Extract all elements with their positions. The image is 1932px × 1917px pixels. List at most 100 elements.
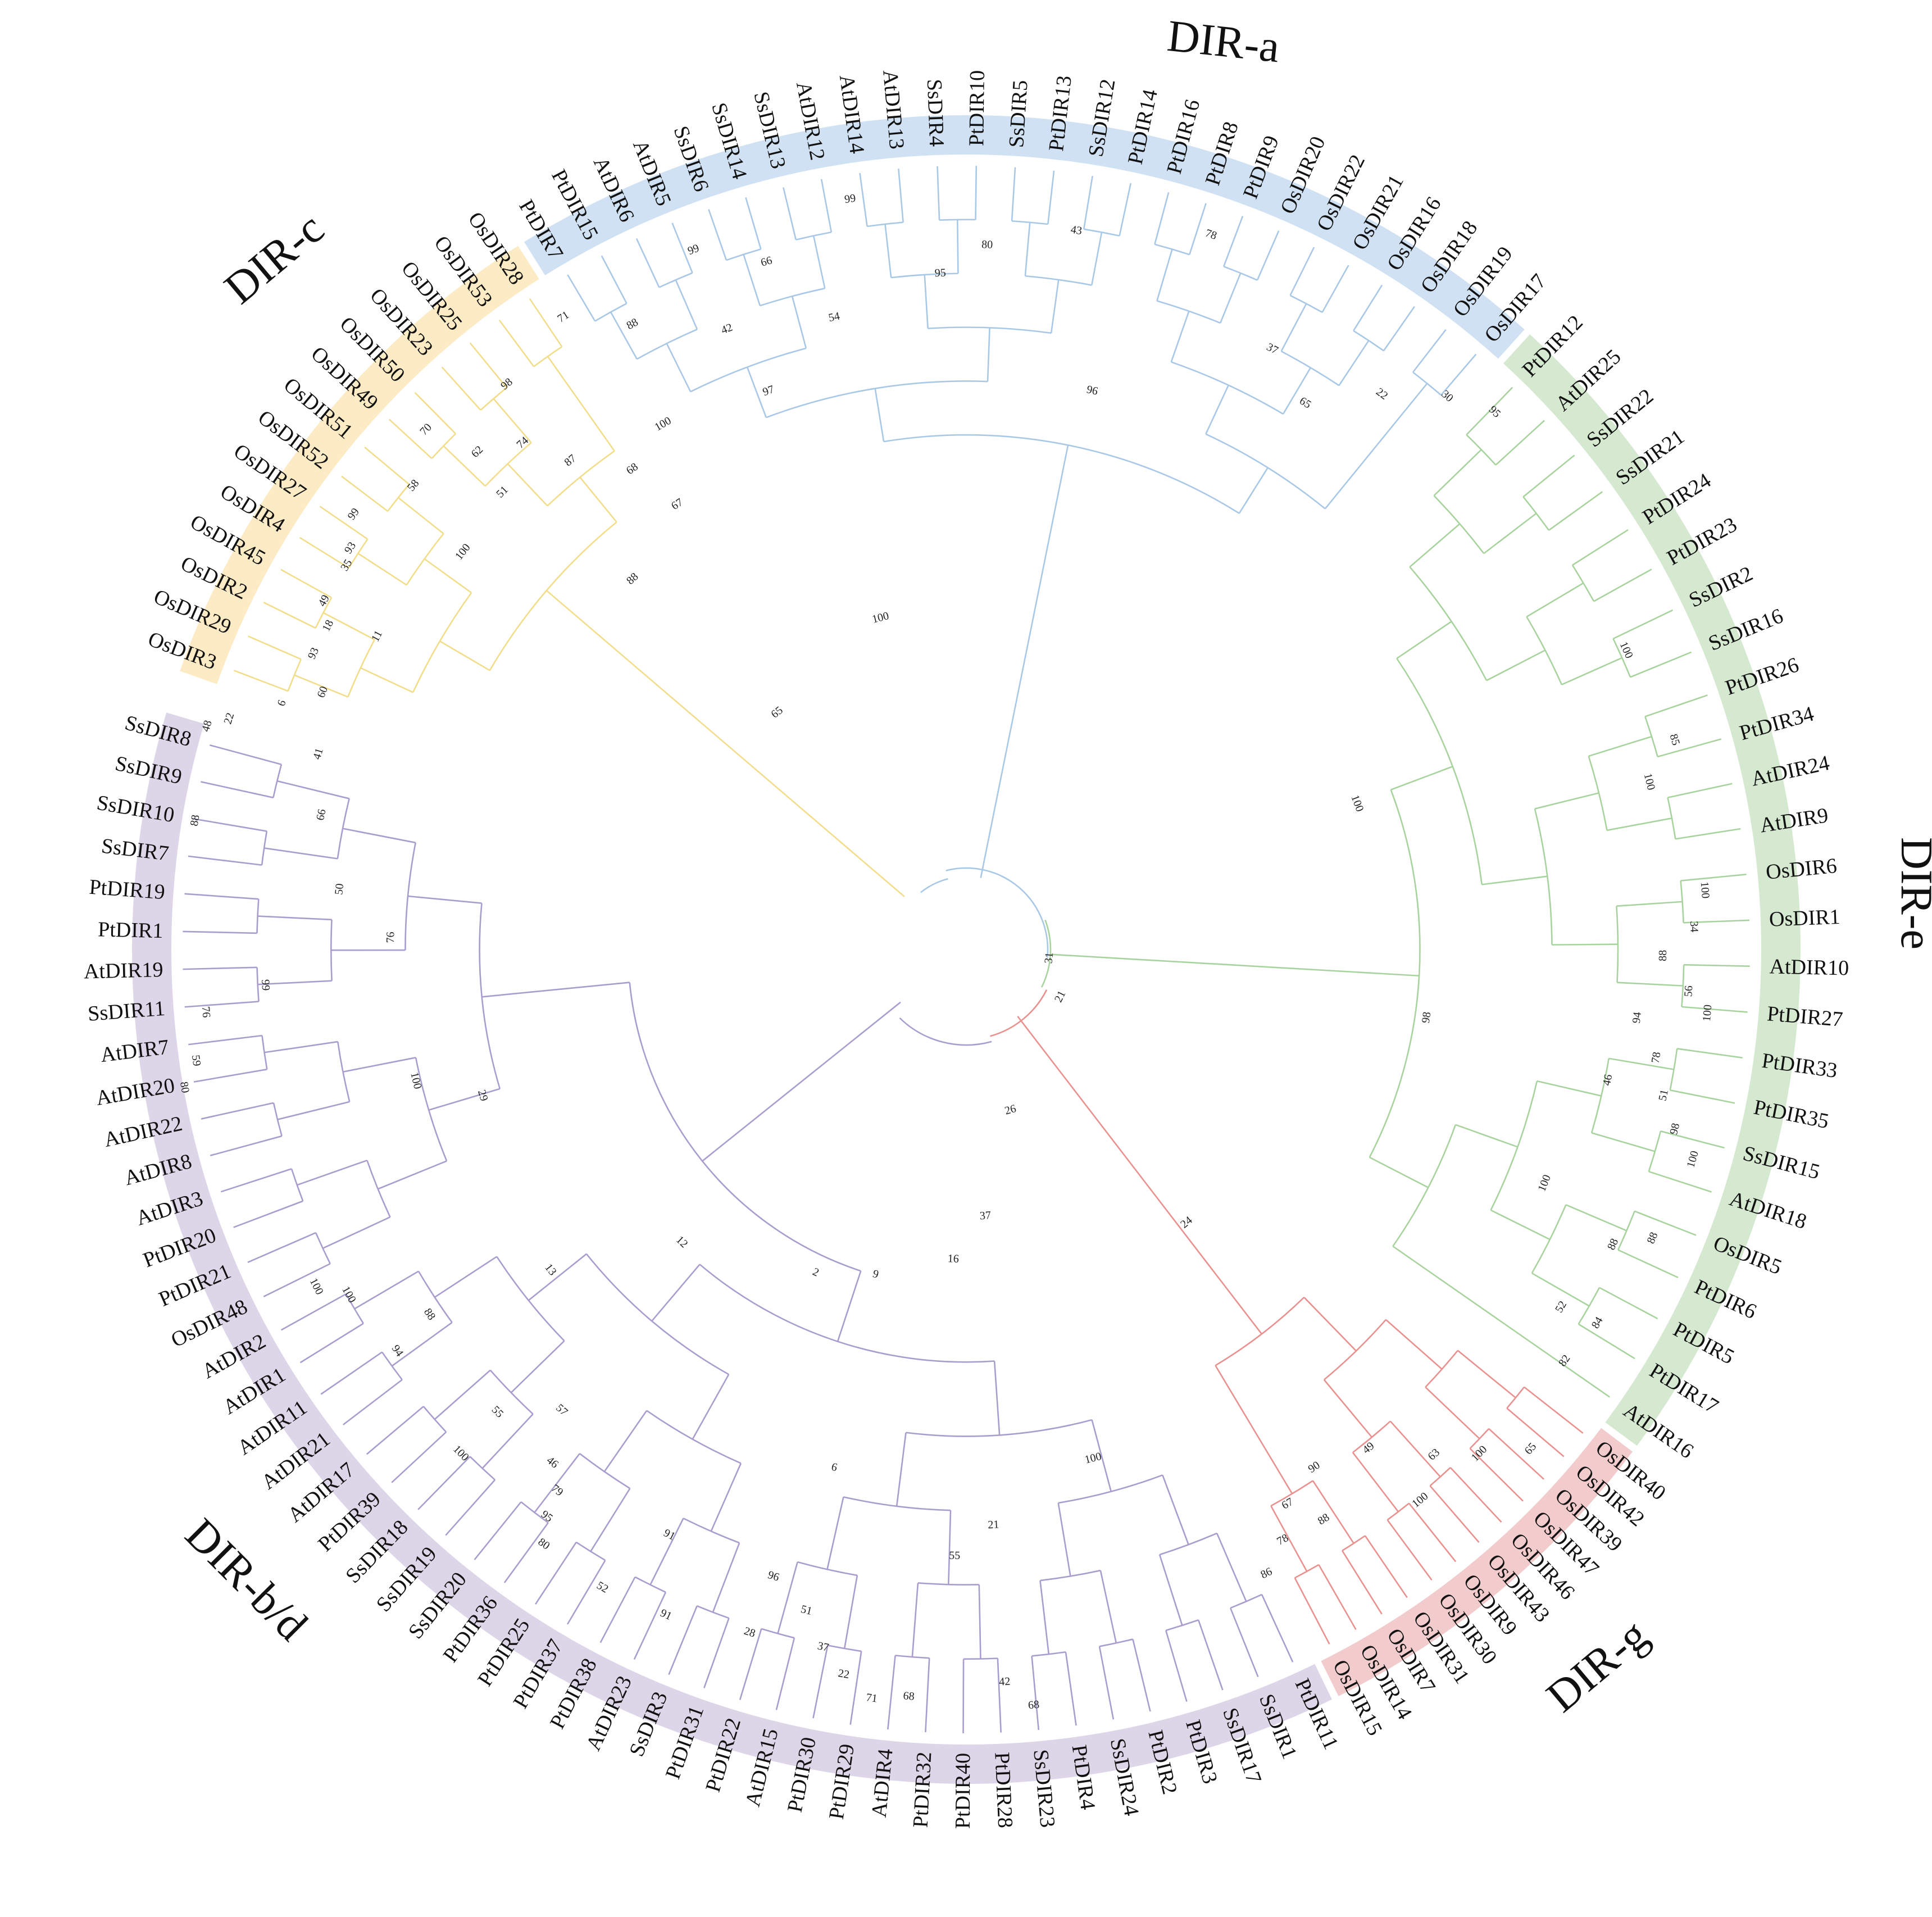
bootstrap-value: 21 [988, 1518, 999, 1531]
branch [746, 366, 767, 418]
bootstrap-value: 57 [553, 1402, 570, 1419]
branch-arc [406, 533, 444, 585]
leaf-label: OsDIR1 [1769, 905, 1840, 932]
branch [342, 1379, 403, 1425]
branch-arc [697, 1605, 729, 1619]
branch-arc [381, 1351, 403, 1380]
branch-arc [1429, 1467, 1451, 1487]
bootstrap-value: 100 [339, 1284, 358, 1305]
branch [745, 197, 762, 249]
branch [1684, 964, 1750, 967]
branch [777, 1561, 798, 1634]
bootstrap-value: 100 [1698, 881, 1712, 899]
branch-arc [484, 442, 532, 487]
branch [366, 1406, 424, 1455]
branch [668, 1605, 698, 1675]
branch [1215, 1365, 1293, 1494]
bootstrap-value: 6 [275, 698, 289, 708]
branch [529, 298, 563, 347]
branch [1031, 1656, 1040, 1730]
leaf-label: PtDIR1 [98, 917, 163, 943]
branch [1522, 455, 1575, 498]
bootstrap-value: 34 [1688, 921, 1701, 933]
branch [1648, 1170, 1712, 1193]
branch [1294, 1577, 1330, 1645]
leaf-label: PtDIR19 [88, 875, 166, 905]
branch-arc [415, 1057, 448, 1161]
leaf-label: PtDIR40 [951, 1753, 975, 1829]
branch [481, 1413, 534, 1469]
branch [859, 172, 868, 227]
branch [1599, 1287, 1658, 1320]
branch [791, 296, 807, 349]
bootstrap-value: 97 [761, 383, 776, 398]
branch-arc [1409, 566, 1488, 681]
bootstrap-value: 100 [307, 1276, 326, 1297]
clade-title-c: DIR-c [215, 203, 333, 314]
branch [1385, 1319, 1443, 1370]
branch [1050, 279, 1060, 334]
branch [439, 640, 490, 671]
bootstrap-value: 84 [1589, 1315, 1606, 1330]
branch [567, 1560, 606, 1625]
branch [1091, 1419, 1112, 1492]
branch-arc [867, 221, 903, 228]
bootstrap-value: 37 [1265, 340, 1280, 357]
branch [1429, 1485, 1480, 1543]
bootstrap-value: 88 [1657, 950, 1669, 961]
clade-bands [131, 115, 1801, 1784]
clade-title-bd: DIR-b/d [176, 1509, 317, 1650]
branch [294, 674, 348, 698]
branch [391, 1321, 453, 1367]
branch [1396, 621, 1452, 660]
branch [703, 1618, 730, 1689]
branch [474, 1501, 522, 1560]
bootstrap-value: 67 [1280, 1496, 1295, 1512]
branch [1657, 738, 1722, 758]
bootstrap-value: 43 [1070, 224, 1083, 238]
branch-arc [1099, 1638, 1133, 1647]
branch [1220, 272, 1242, 324]
branch [481, 982, 630, 998]
branch [812, 1645, 829, 1719]
branch [1282, 367, 1311, 415]
bootstrap-value: 85 [1667, 733, 1682, 747]
branch [257, 915, 332, 921]
branch [1552, 943, 1618, 946]
branch-arc [585, 1253, 729, 1375]
branch [341, 475, 388, 512]
bootstrap-value: 35 [338, 557, 354, 574]
branch [783, 187, 797, 240]
branch-arc [1680, 880, 1684, 923]
branch [1457, 1350, 1516, 1398]
branch [510, 1340, 565, 1393]
leaf-label: PtDIR32 [909, 1751, 937, 1828]
bootstrap-value: 100 [1535, 1173, 1553, 1193]
branch [183, 930, 257, 934]
branch [1387, 1519, 1433, 1581]
bootstrap-value: 100 [1642, 772, 1658, 791]
bootstrap-value: 100 [1701, 1004, 1714, 1022]
branch [957, 219, 959, 274]
branch [837, 1270, 862, 1342]
clade-band-e [1503, 334, 1801, 1446]
branch [188, 1034, 262, 1046]
branch [1466, 387, 1513, 435]
bootstrap-value: 71 [555, 308, 571, 325]
bootstrap-value: 62 [469, 443, 486, 460]
branch [1090, 232, 1103, 285]
branch [257, 980, 332, 985]
bootstrap-value: 58 [405, 477, 422, 493]
bootstrap-value: 68 [1028, 1698, 1040, 1712]
branch [364, 446, 410, 485]
branch-arc [1270, 1480, 1313, 1507]
branch [1524, 1386, 1584, 1434]
branch [210, 1135, 282, 1157]
bootstrap-value: 91 [658, 1607, 674, 1623]
branch [849, 1651, 862, 1725]
branch [884, 224, 892, 278]
branch-arc [1490, 1080, 1538, 1211]
branch [1409, 523, 1461, 568]
branch [1630, 651, 1692, 678]
branch [188, 855, 262, 866]
